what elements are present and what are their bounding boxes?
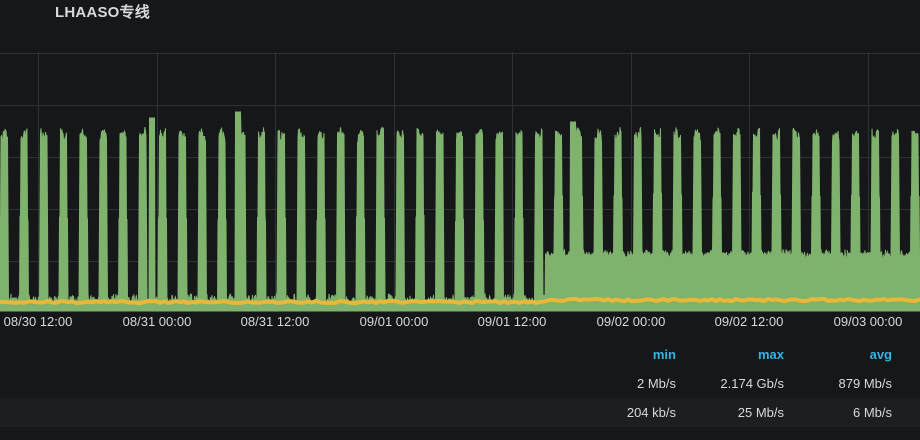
series-line-outbound: [0, 296, 920, 306]
legend-value-min: 204 kb/s: [626, 405, 676, 420]
legend-header-min[interactable]: min: [652, 347, 676, 362]
legend-value-min: 2 Mb/s: [636, 376, 676, 391]
legend-value-avg: 6 Mb/s: [852, 405, 892, 420]
x-axis-tick-label: 09/03 00:00: [833, 314, 903, 329]
legend-row[interactable]: 2 Mb/s 2.174 Gb/s 879 Mb/s: [0, 369, 920, 398]
legend-header-max[interactable]: max: [757, 347, 784, 362]
legend-header-row: min max avg: [0, 340, 920, 369]
series-area-inbound: [0, 111, 920, 312]
legend-body: 2 Mb/s 2.174 Gb/s 879 Mb/s 204 kb/s 25 Mb/s 6…: [0, 369, 920, 427]
legend-series-name: [0, 398, 596, 427]
x-axis-tick-label: 09/02 12:00: [714, 314, 784, 329]
graph-plot-area[interactable]: [0, 52, 920, 312]
page-title[interactable]: LHAASO专线: [55, 4, 150, 21]
x-axis-tick-label: 08/31 00:00: [122, 314, 192, 329]
panel-header: LHAASO专线: [0, 0, 920, 52]
legend-row[interactable]: 204 kb/s 25 Mb/s 6 Mb/s: [0, 398, 920, 427]
legend-table: min max avg 2 Mb/s 2.174 Gb/s 879 Mb/s 204 …: [0, 340, 920, 427]
legend[interactable]: min max avg 2 Mb/s 2.174 Gb/s 879 Mb/s 204 …: [0, 340, 920, 440]
legend-series-name: [0, 369, 596, 398]
graph-svg: [0, 52, 920, 312]
legend-value-max: 2.174 Gb/s: [720, 376, 784, 391]
legend-header-name: [0, 340, 596, 369]
x-axis-tick-label: 09/02 00:00: [596, 314, 666, 329]
x-axis-tick-label: 08/31 12:00: [240, 314, 310, 329]
legend-value-avg: 879 Mb/s: [838, 376, 892, 391]
x-axis-tick-label: 08/30 12:00: [3, 314, 73, 329]
legend-header-avg[interactable]: avg: [869, 347, 892, 362]
x-axis-tick-label: 09/01 12:00: [477, 314, 547, 329]
x-axis-tick-label: 09/01 00:00: [359, 314, 429, 329]
legend-value-max: 25 Mb/s: [737, 405, 784, 420]
x-axis: 08/30 12:00 08/31 00:00 08/31 12:00 09/01 0…: [0, 312, 920, 340]
